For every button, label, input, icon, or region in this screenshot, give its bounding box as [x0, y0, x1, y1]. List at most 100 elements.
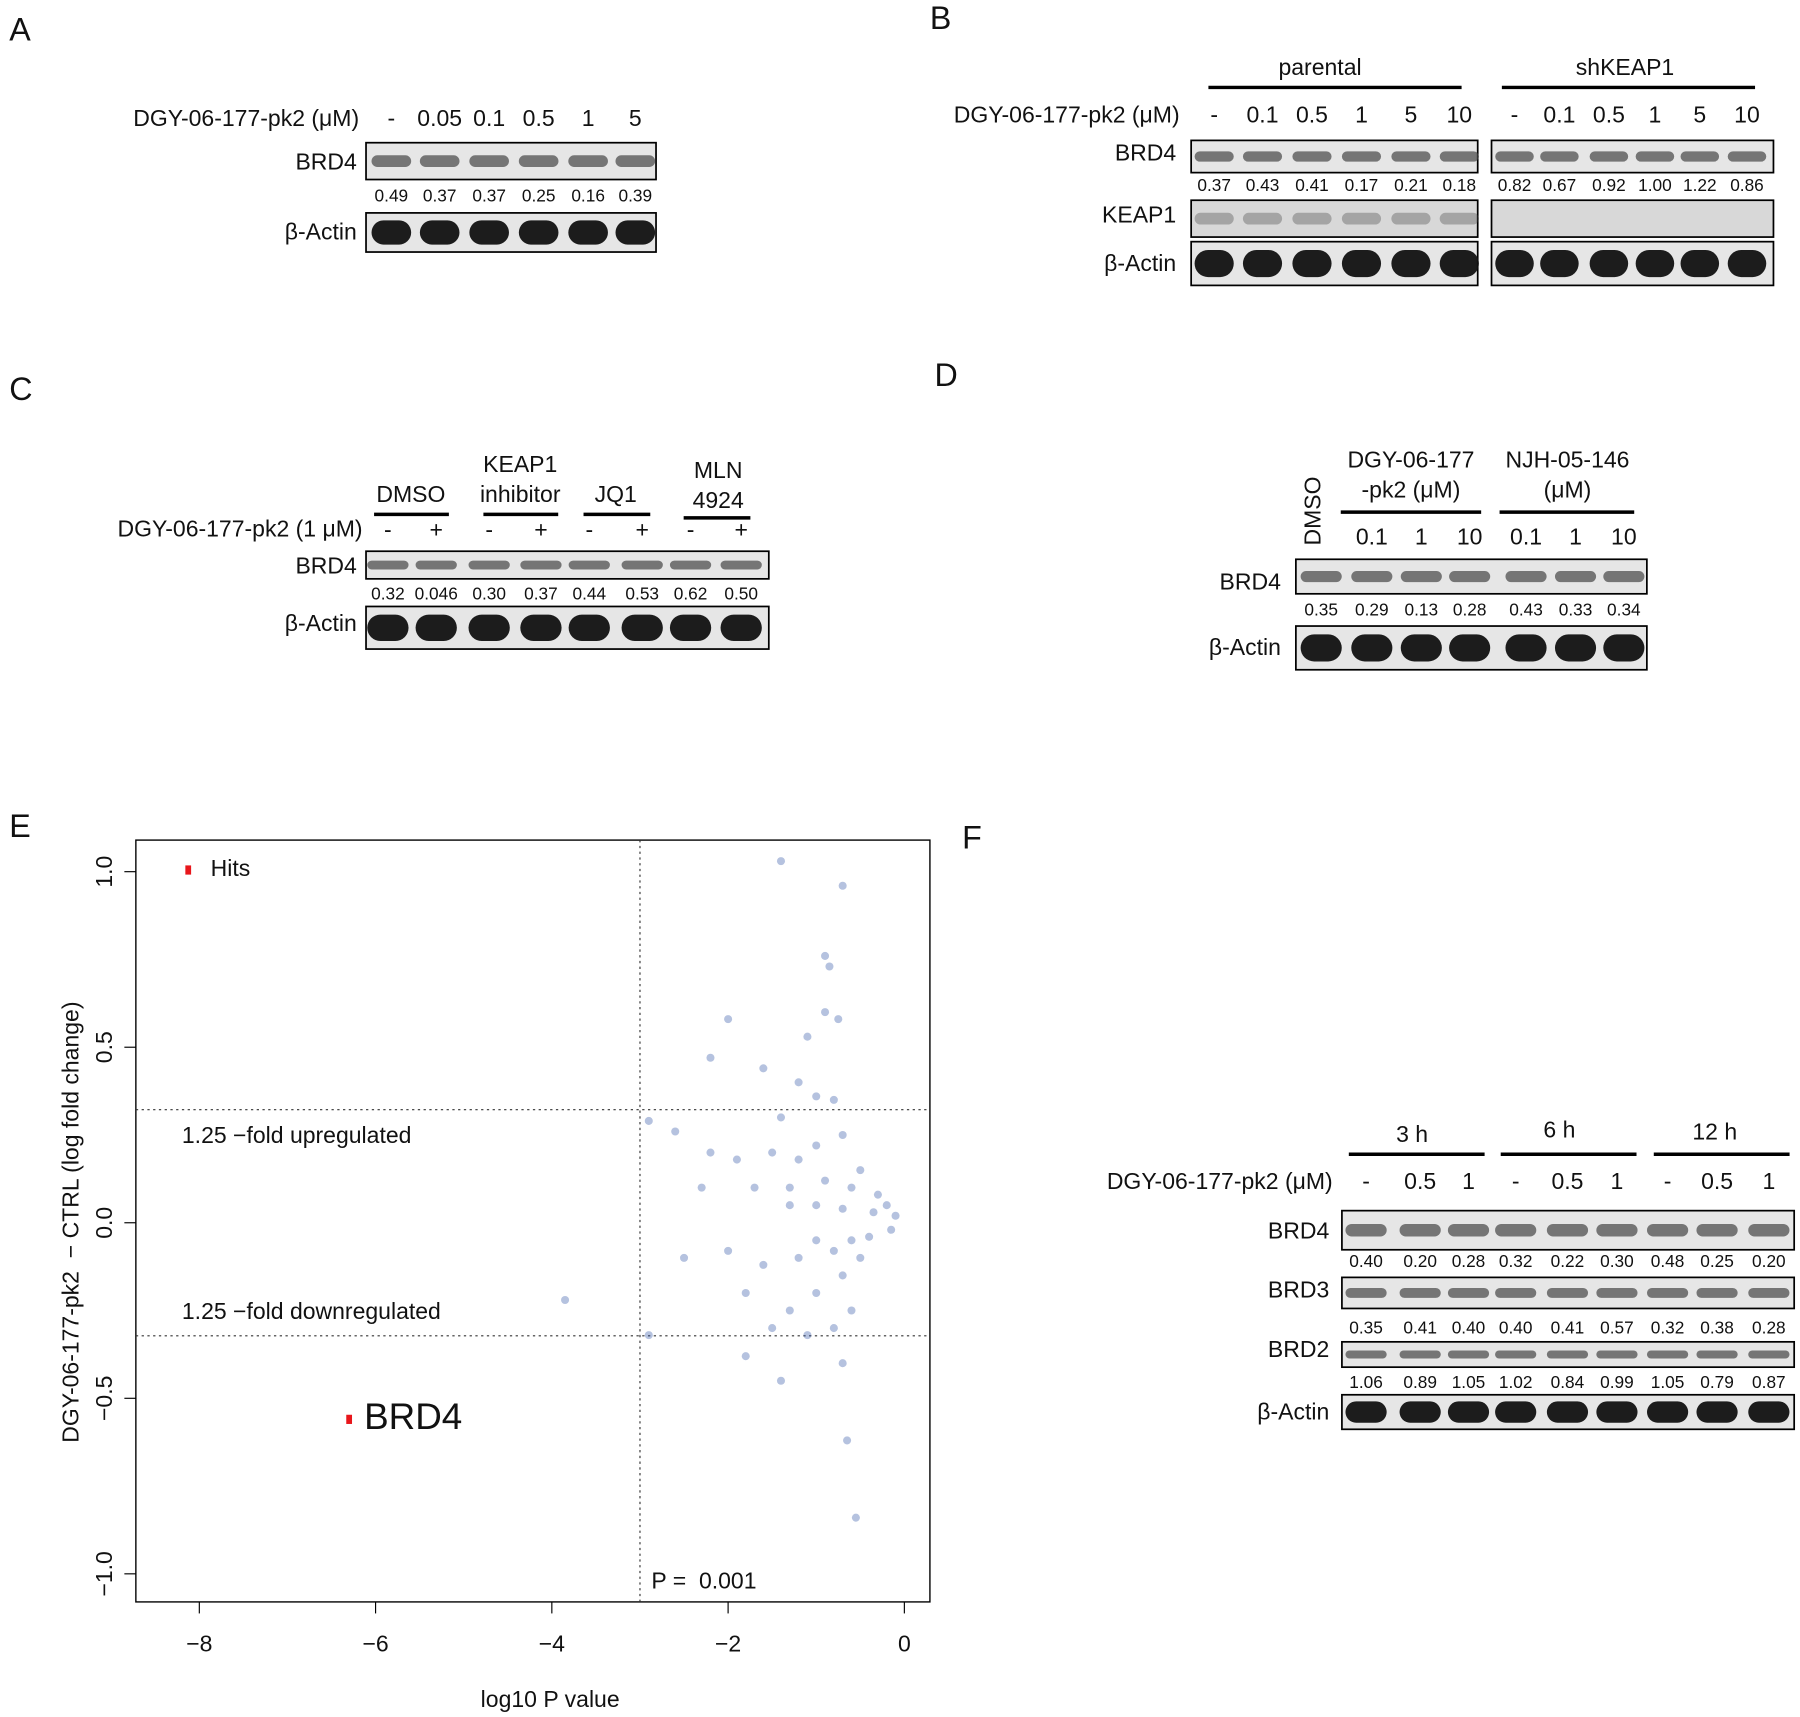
band — [1439, 212, 1479, 225]
band — [1696, 1287, 1738, 1298]
band — [1554, 634, 1597, 662]
quant-value: 0.38 — [1700, 1318, 1734, 1338]
point — [838, 1271, 847, 1280]
band — [1680, 151, 1720, 162]
point — [829, 1324, 838, 1333]
band — [1391, 212, 1431, 225]
band — [1589, 151, 1629, 162]
treatment-label: DGY-06-177-pk2 (μM) — [954, 101, 1180, 127]
quant-value: 0.37 — [524, 584, 558, 604]
band — [1345, 1401, 1387, 1423]
lane-label: 0.05 — [417, 105, 462, 131]
band — [1495, 151, 1534, 162]
panel-label: C — [9, 371, 32, 407]
quant-value: 1.00 — [1638, 175, 1672, 195]
band — [1449, 634, 1491, 662]
band — [720, 614, 762, 641]
quant-value: 0.82 — [1498, 175, 1532, 195]
band — [367, 560, 409, 570]
quant-value: 0.29 — [1355, 600, 1389, 620]
band — [419, 155, 460, 168]
blot-label: β-Actin — [285, 219, 357, 245]
band — [1596, 1350, 1638, 1359]
point — [785, 1201, 794, 1210]
lane-label: - — [1511, 101, 1519, 127]
lane-label: + — [636, 517, 649, 543]
band — [1495, 1401, 1537, 1423]
band — [1400, 571, 1442, 583]
quant-value: 0.39 — [619, 185, 653, 205]
y-tick-label: −0.5 — [91, 1376, 117, 1421]
quant-value: 0.50 — [724, 584, 758, 604]
band — [367, 614, 409, 641]
quant-value: 1.05 — [1452, 1372, 1486, 1392]
band — [1540, 249, 1579, 278]
band — [568, 220, 608, 245]
lane-label: - — [1362, 1168, 1370, 1194]
point — [838, 1204, 847, 1213]
quant-value: 0.37 — [423, 185, 457, 205]
quant-value: 0.17 — [1345, 175, 1379, 195]
point — [706, 1148, 715, 1157]
band — [1345, 1287, 1387, 1298]
band — [1646, 1287, 1689, 1298]
band — [1449, 571, 1491, 583]
quant-value: 0.53 — [625, 584, 659, 604]
x-tick-label: 0 — [898, 1631, 911, 1657]
point — [873, 1190, 882, 1199]
y-tick-label: 0.0 — [91, 1207, 117, 1239]
quant-value: 0.92 — [1592, 175, 1626, 195]
point — [812, 1092, 821, 1101]
quant-value: 0.30 — [472, 584, 506, 604]
group-label: JQ1 — [595, 481, 637, 507]
quant-value: 0.35 — [1349, 1318, 1383, 1338]
point — [794, 1155, 803, 1164]
quant-value: 0.25 — [1700, 1251, 1734, 1271]
point — [869, 1208, 878, 1217]
group-label: KEAP1 — [483, 451, 557, 477]
lane-label: - — [388, 105, 396, 131]
band — [615, 220, 656, 245]
band — [1546, 1287, 1589, 1298]
point — [838, 1359, 847, 1368]
group-label: MLN — [694, 457, 743, 483]
x-tick-label: −6 — [362, 1631, 388, 1657]
blot-label: β-Actin — [1209, 634, 1281, 660]
blot-label: BRD3 — [1268, 1276, 1329, 1302]
quant-value: 0.35 — [1304, 600, 1338, 620]
band — [1300, 571, 1342, 583]
group-label: 6 h — [1543, 1116, 1575, 1142]
band — [1292, 249, 1332, 278]
point-label: BRD4 — [364, 1396, 462, 1437]
panel-label: E — [9, 808, 31, 844]
band — [1300, 634, 1342, 662]
group-label: NJH-05-146 — [1505, 447, 1629, 473]
legend-label: Hits — [211, 855, 251, 881]
panel-label: D — [935, 357, 958, 393]
lane-label: 1 — [1649, 101, 1662, 127]
band — [1505, 634, 1547, 662]
band — [1646, 1223, 1689, 1237]
band — [1596, 1401, 1638, 1423]
y-tick-label: 1.0 — [91, 856, 117, 888]
lane-label: - — [485, 517, 493, 543]
lane-label: - — [1664, 1168, 1672, 1194]
band — [1439, 151, 1479, 162]
band — [1242, 151, 1283, 162]
point — [891, 1211, 900, 1220]
quant-value: 0.18 — [1443, 175, 1477, 195]
band — [615, 155, 656, 168]
lane-label: 0.1 — [1543, 101, 1575, 127]
annotation: P = 0.001 — [651, 1567, 756, 1593]
band — [1292, 212, 1332, 225]
lane-label: 10 — [1611, 524, 1637, 550]
band — [1554, 571, 1597, 583]
band — [1400, 634, 1442, 662]
band — [520, 614, 562, 641]
quant-value: 0.28 — [1752, 1318, 1786, 1338]
blot-box — [1190, 240, 1479, 287]
lane-label: 1 — [1611, 1168, 1624, 1194]
point — [821, 1008, 830, 1017]
quant-value: 0.21 — [1394, 175, 1428, 195]
point — [803, 1331, 812, 1340]
